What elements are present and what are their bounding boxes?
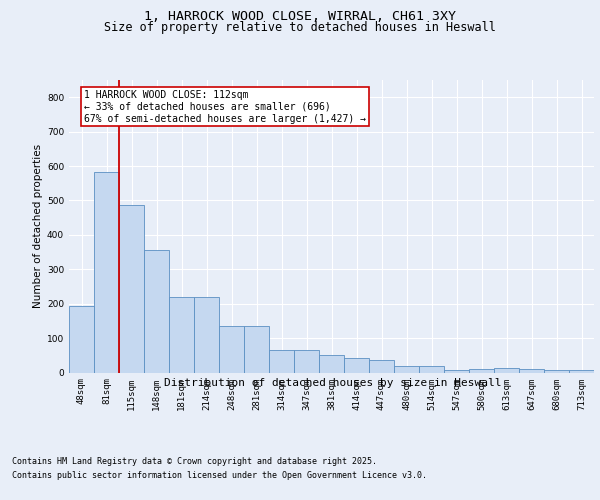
Bar bbox=[219, 326, 244, 372]
Bar bbox=[69, 306, 94, 372]
Bar bbox=[169, 297, 194, 372]
Bar bbox=[244, 326, 269, 372]
Bar bbox=[544, 370, 569, 372]
Text: Contains public sector information licensed under the Open Government Licence v3: Contains public sector information licen… bbox=[12, 471, 427, 480]
Text: 1, HARROCK WOOD CLOSE, WIRRAL, CH61 3XY: 1, HARROCK WOOD CLOSE, WIRRAL, CH61 3XY bbox=[144, 10, 456, 23]
Text: Size of property relative to detached houses in Heswall: Size of property relative to detached ho… bbox=[104, 22, 496, 35]
Bar bbox=[494, 368, 519, 372]
Bar bbox=[394, 366, 419, 372]
Bar bbox=[444, 370, 469, 372]
Bar bbox=[344, 358, 369, 372]
Bar bbox=[569, 370, 594, 372]
Bar bbox=[369, 360, 394, 372]
Bar bbox=[319, 356, 344, 372]
Text: Distribution of detached houses by size in Heswall: Distribution of detached houses by size … bbox=[164, 378, 502, 388]
Bar bbox=[269, 350, 294, 372]
Text: Contains HM Land Registry data © Crown copyright and database right 2025.: Contains HM Land Registry data © Crown c… bbox=[12, 458, 377, 466]
Bar bbox=[294, 350, 319, 372]
Bar bbox=[469, 369, 494, 372]
Bar bbox=[94, 172, 119, 372]
Bar bbox=[194, 297, 219, 372]
Bar bbox=[144, 250, 169, 372]
Text: 1 HARROCK WOOD CLOSE: 112sqm
← 33% of detached houses are smaller (696)
67% of s: 1 HARROCK WOOD CLOSE: 112sqm ← 33% of de… bbox=[84, 90, 366, 124]
Bar bbox=[519, 369, 544, 372]
Y-axis label: Number of detached properties: Number of detached properties bbox=[33, 144, 43, 308]
Bar bbox=[419, 366, 444, 372]
Bar bbox=[119, 205, 144, 372]
